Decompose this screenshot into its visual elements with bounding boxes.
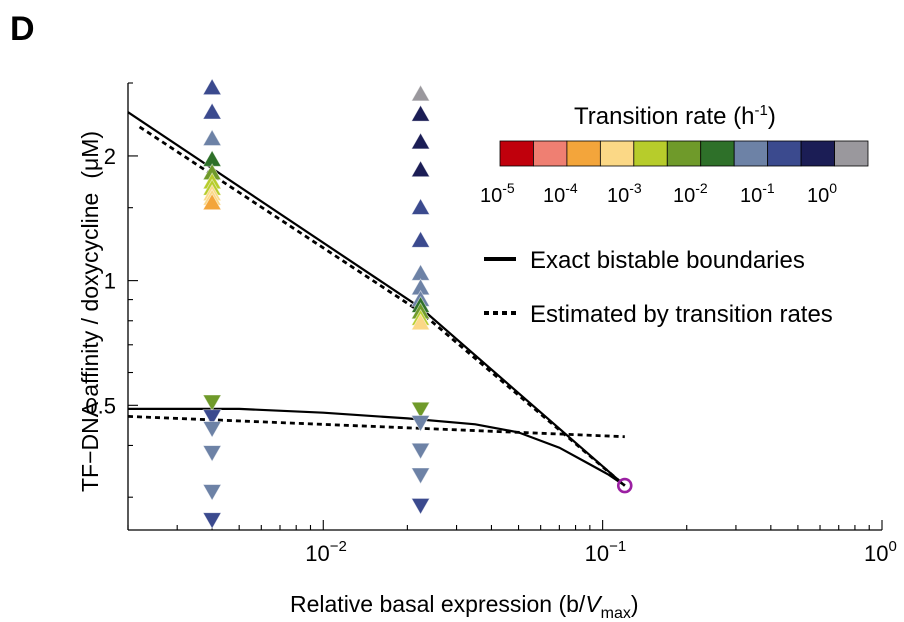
triangle-up-marker [202,102,222,120]
line-legend: Exact bistable boundaries Estimated by tr… [484,247,833,328]
colorbar-swatch [499,140,534,167]
triangle-down-marker [410,498,431,515]
x-tick-label: 10−2 [305,538,347,566]
triangle-down-marker [202,421,222,439]
triangle-up-marker [410,230,431,248]
y-tick-label: 2 [104,144,116,169]
triangle-up-marker [410,84,431,102]
colorbar-swatch [700,140,735,167]
colorbar-swatch [767,140,802,167]
colorbar-tick-label: 10-1 [740,180,775,207]
colorbar-swatch [834,140,869,167]
y-tick-label: 1 [104,269,116,294]
triangle-down-marker [202,512,222,530]
colorbar-title: Transition rate (h-1) [574,102,776,130]
y-axis-ticks: 0.5 1 2 [85,82,138,498]
triangle-up-marker [410,160,431,178]
triangle-down-marker [202,484,222,502]
data-points [202,78,431,530]
triangle-up-marker [202,78,222,96]
critical-point [616,477,633,494]
boundary-lines [127,111,626,487]
colorbar-tick-label: 10-5 [480,180,515,207]
colorbar-swatch [633,140,668,167]
plot-frame [127,83,882,531]
colorbar: Transition rate (h-1) 10-5 10-4 10-3 10-2 10… [480,102,869,207]
x-axis-label: Relative basal expression (b/Vmax) [290,591,639,622]
triangle-up-marker [202,128,222,146]
colorbar-tick-label: 10-3 [607,180,642,207]
legend-label: Estimated by transition rates [530,301,833,328]
colorbar-swatch [733,140,769,167]
triangle-down-marker [202,394,222,412]
triangle-up-marker [410,313,431,331]
exact-lower-line [128,407,626,487]
colorbar-tick-label: 10-2 [673,180,708,207]
triangle-down-marker [410,401,431,419]
legend-label: Exact bistable boundaries [530,247,805,274]
triangle-up-marker [410,132,431,150]
colorbar-swatch [599,140,635,167]
x-tick-label: 100 [864,538,897,566]
triangle-up-marker [410,197,431,215]
colorbar-swatch [666,140,702,167]
x-tick-label: 10−1 [585,538,627,566]
triangle-up-marker [202,193,222,211]
triangle-down-marker [202,409,222,427]
y-axis-label: TF−DNA affinity / doxycycline(μM) [77,131,103,492]
colorbar-swatch [566,140,601,167]
y-tick-label: 0.5 [85,393,116,418]
colorbar-tick-label: 100 [807,180,837,207]
triangle-up-marker [410,263,431,281]
triangle-down-marker [410,442,431,460]
x-axis-ticks: 10−2 10−1 100 [127,520,897,566]
triangle-down-marker [410,467,431,485]
colorbar-swatch [800,140,835,167]
triangle-up-marker [410,104,431,122]
panel-label: D [10,10,35,48]
colorbar-swatch [533,140,568,167]
triangle-down-marker [410,415,431,433]
colorbar-tick-label: 10-4 [543,180,578,207]
critical-point-marker [616,477,633,494]
triangle-down-marker [202,445,222,463]
